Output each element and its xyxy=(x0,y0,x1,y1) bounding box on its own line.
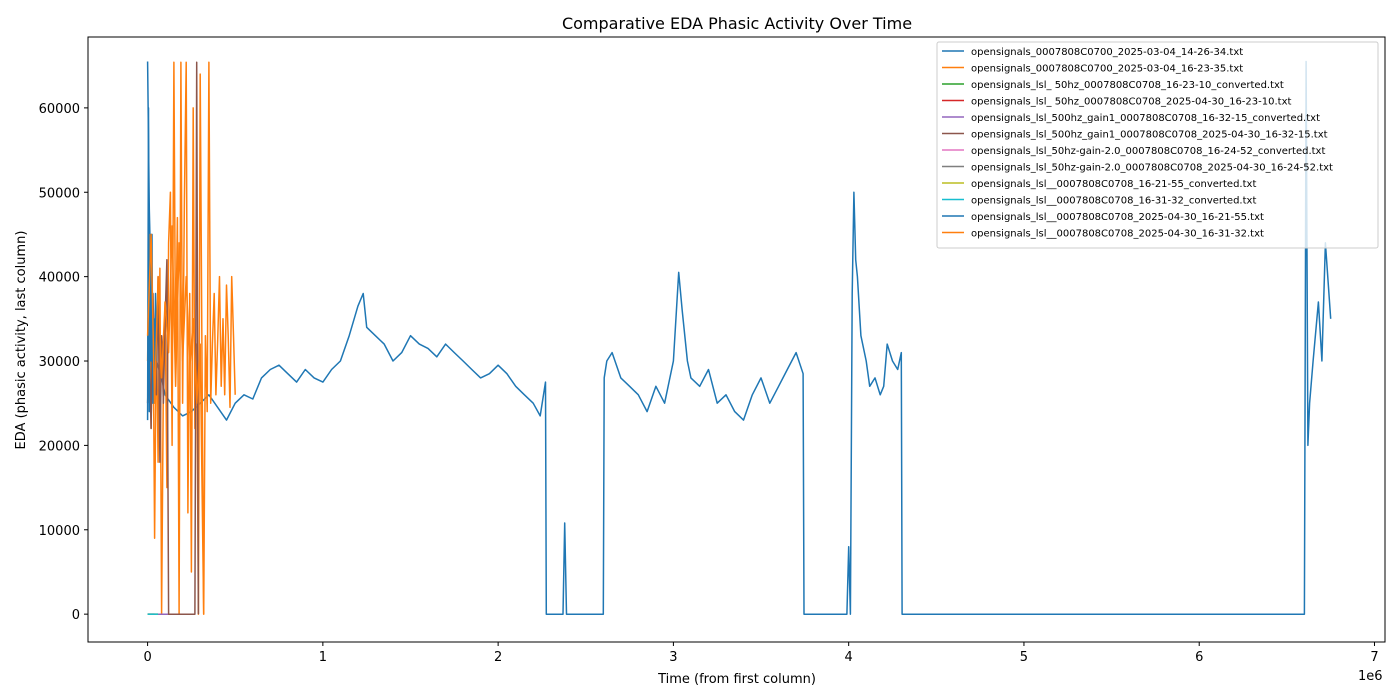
y-tick-label: 50000 xyxy=(39,186,80,201)
y-tick-label: 0 xyxy=(72,608,80,623)
x-axis-label: Time (from first column) xyxy=(657,672,816,687)
plot-frame xyxy=(87,36,1386,643)
x-tick-label: 0 xyxy=(143,650,151,665)
legend: opensignals_0007808C0700_2025-03-04_14-2… xyxy=(936,41,1379,249)
y-axis-ticks: 0 10000 20000 30000 40000 50000 60000 xyxy=(39,102,88,623)
y-tick-label: 10000 xyxy=(39,524,80,539)
y-tick-label: 20000 xyxy=(39,439,80,454)
series-line-2 xyxy=(146,61,236,615)
x-tick-label: 2 xyxy=(494,650,502,665)
legend-box xyxy=(936,41,1379,249)
x-tick-label: 7 xyxy=(1370,650,1378,665)
legend-entry: opensignals_lsl_500hz_gain1_0007808C0708… xyxy=(971,130,1328,141)
y-tick-label: 30000 xyxy=(39,355,80,370)
chart-title: Comparative EDA Phasic Activity Over Tim… xyxy=(562,14,912,33)
x-tick-label: 6 xyxy=(1195,650,1203,665)
y-tick-label: 40000 xyxy=(39,271,80,286)
legend-entry: opensignals_lsl_50hz-gain-2.0_0007808C07… xyxy=(971,146,1325,157)
legend-entry: opensignals_lsl_ 50hz_0007808C0708_2025-… xyxy=(971,97,1291,108)
y-tick-label: 60000 xyxy=(39,102,80,117)
legend-entry: opensignals_0007808C0700_2025-03-04_14-2… xyxy=(971,47,1243,58)
series-line-1 xyxy=(146,60,1332,615)
series-line-12 xyxy=(146,225,205,615)
legend-entry: opensignals_lsl_500hz_gain1_0007808C0708… xyxy=(971,113,1320,124)
legend-entry: opensignals_lsl__0007808C0708_16-21-55_c… xyxy=(971,179,1256,190)
x-tick-label: 4 xyxy=(845,650,853,665)
x-tick-label: 1 xyxy=(319,650,327,665)
legend-entry: opensignals_lsl_ 50hz_0007808C0708_16-23… xyxy=(971,80,1284,91)
legend-entry: opensignals_lsl__0007808C0708_2025-04-30… xyxy=(971,212,1264,223)
y-axis-label: EDA (phasic activity, last column) xyxy=(14,231,29,450)
legend-entry: opensignals_lsl__0007808C0708_2025-04-30… xyxy=(971,229,1264,240)
x-axis-ticks: 0 1 2 3 4 5 6 7 xyxy=(143,642,1379,665)
legend-entry: opensignals_lsl__0007808C0708_16-31-32_c… xyxy=(971,196,1256,207)
x-tick-label: 5 xyxy=(1020,650,1028,665)
x-axis-offset: 1e6 xyxy=(1358,669,1383,684)
legend-entry: opensignals_0007808C0700_2025-03-04_16-2… xyxy=(971,64,1243,75)
plot-lines xyxy=(146,60,1332,615)
legend-entry: opensignals_lsl_50hz-gain-2.0_0007808C07… xyxy=(971,163,1333,174)
x-tick-label: 3 xyxy=(669,650,677,665)
